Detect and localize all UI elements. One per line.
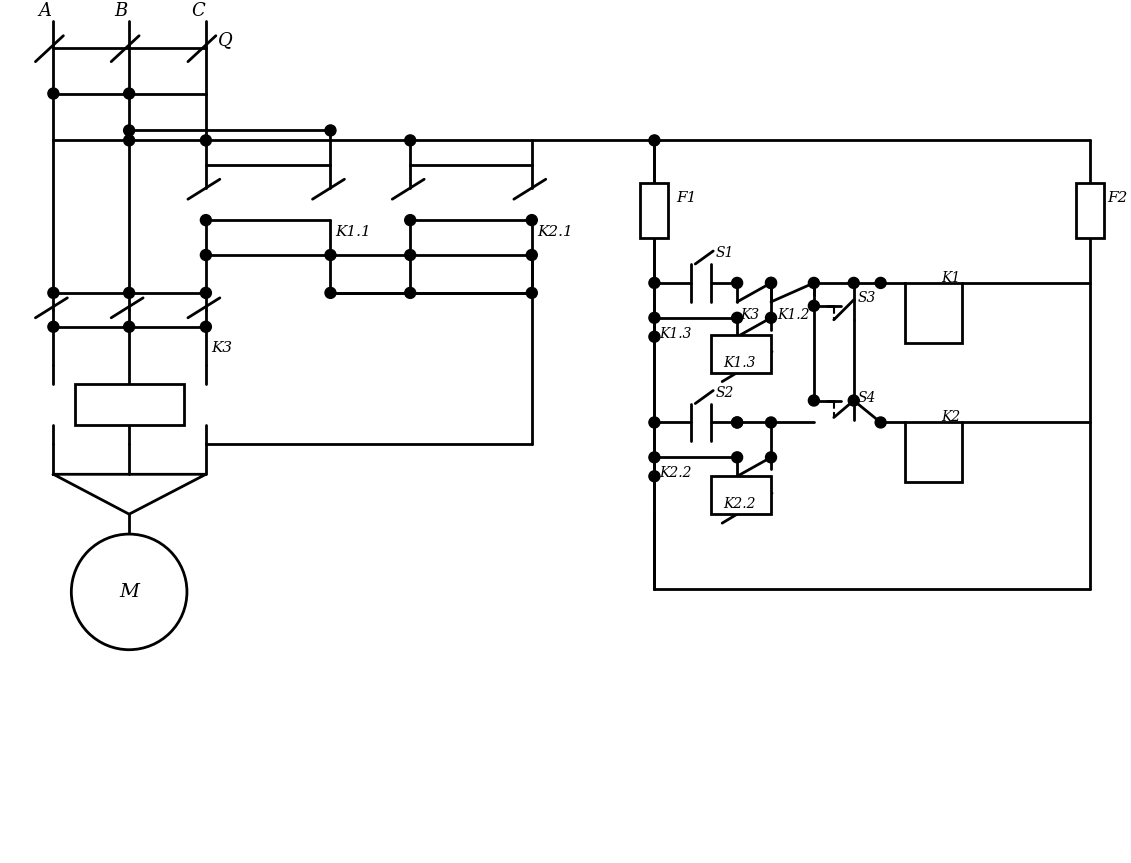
Circle shape bbox=[649, 312, 659, 324]
Text: K3: K3 bbox=[740, 308, 759, 322]
Text: S2: S2 bbox=[715, 386, 734, 400]
Circle shape bbox=[48, 88, 59, 99]
Text: Q: Q bbox=[218, 31, 233, 48]
Circle shape bbox=[123, 321, 135, 332]
Circle shape bbox=[732, 312, 743, 324]
Text: K1.2: K1.2 bbox=[777, 308, 810, 322]
Circle shape bbox=[649, 277, 659, 288]
Text: B: B bbox=[114, 2, 128, 20]
Text: K1: K1 bbox=[941, 271, 960, 285]
Circle shape bbox=[405, 215, 416, 225]
Circle shape bbox=[875, 277, 886, 288]
Circle shape bbox=[649, 135, 659, 146]
Circle shape bbox=[875, 417, 886, 428]
Circle shape bbox=[848, 395, 860, 406]
Circle shape bbox=[809, 395, 819, 406]
Circle shape bbox=[649, 331, 659, 343]
Circle shape bbox=[766, 277, 777, 288]
Text: A: A bbox=[38, 2, 51, 20]
Circle shape bbox=[848, 277, 860, 288]
Circle shape bbox=[526, 287, 537, 299]
Text: K1.3: K1.3 bbox=[659, 327, 692, 341]
Text: K2: K2 bbox=[941, 411, 960, 425]
Text: S3: S3 bbox=[857, 291, 877, 305]
Circle shape bbox=[649, 471, 659, 482]
Circle shape bbox=[200, 249, 211, 261]
Text: K3: K3 bbox=[210, 341, 232, 355]
Circle shape bbox=[71, 534, 187, 650]
Text: S4: S4 bbox=[857, 391, 877, 405]
Circle shape bbox=[405, 249, 416, 261]
Circle shape bbox=[48, 287, 59, 299]
Circle shape bbox=[123, 135, 135, 146]
Circle shape bbox=[123, 125, 135, 135]
Circle shape bbox=[766, 277, 777, 288]
Circle shape bbox=[526, 249, 537, 261]
Text: M: M bbox=[119, 583, 139, 601]
Circle shape bbox=[405, 135, 416, 146]
Text: K1.3: K1.3 bbox=[723, 356, 756, 369]
Circle shape bbox=[200, 287, 211, 299]
Circle shape bbox=[200, 321, 211, 332]
Text: K2.2: K2.2 bbox=[723, 497, 756, 511]
Circle shape bbox=[325, 125, 336, 135]
Circle shape bbox=[325, 287, 336, 299]
Circle shape bbox=[809, 300, 819, 312]
Circle shape bbox=[200, 135, 211, 146]
Bar bbox=[905, 423, 962, 482]
Text: K2.1: K2.1 bbox=[537, 225, 572, 239]
Circle shape bbox=[649, 417, 659, 428]
Circle shape bbox=[766, 312, 777, 324]
Text: K2.2: K2.2 bbox=[659, 466, 692, 481]
Bar bbox=[711, 335, 771, 373]
Circle shape bbox=[766, 452, 777, 463]
Circle shape bbox=[732, 452, 743, 463]
Bar bbox=[905, 283, 962, 343]
Circle shape bbox=[405, 287, 416, 299]
Circle shape bbox=[123, 88, 135, 99]
Circle shape bbox=[200, 215, 211, 225]
Text: F1: F1 bbox=[676, 192, 697, 205]
Bar bbox=[75, 383, 184, 425]
Circle shape bbox=[732, 277, 743, 288]
Bar bbox=[711, 476, 771, 514]
Circle shape bbox=[732, 417, 743, 428]
Bar bbox=[640, 183, 668, 237]
Text: K1.1: K1.1 bbox=[336, 225, 371, 239]
Circle shape bbox=[766, 417, 777, 428]
Circle shape bbox=[809, 277, 819, 288]
Circle shape bbox=[526, 215, 537, 225]
Circle shape bbox=[325, 249, 336, 261]
Text: C: C bbox=[191, 2, 205, 20]
Circle shape bbox=[732, 417, 743, 428]
Text: S1: S1 bbox=[715, 246, 734, 260]
Circle shape bbox=[649, 452, 659, 463]
Bar bbox=[1076, 183, 1104, 237]
Text: F2: F2 bbox=[1107, 192, 1128, 205]
Circle shape bbox=[123, 287, 135, 299]
Circle shape bbox=[48, 321, 59, 332]
